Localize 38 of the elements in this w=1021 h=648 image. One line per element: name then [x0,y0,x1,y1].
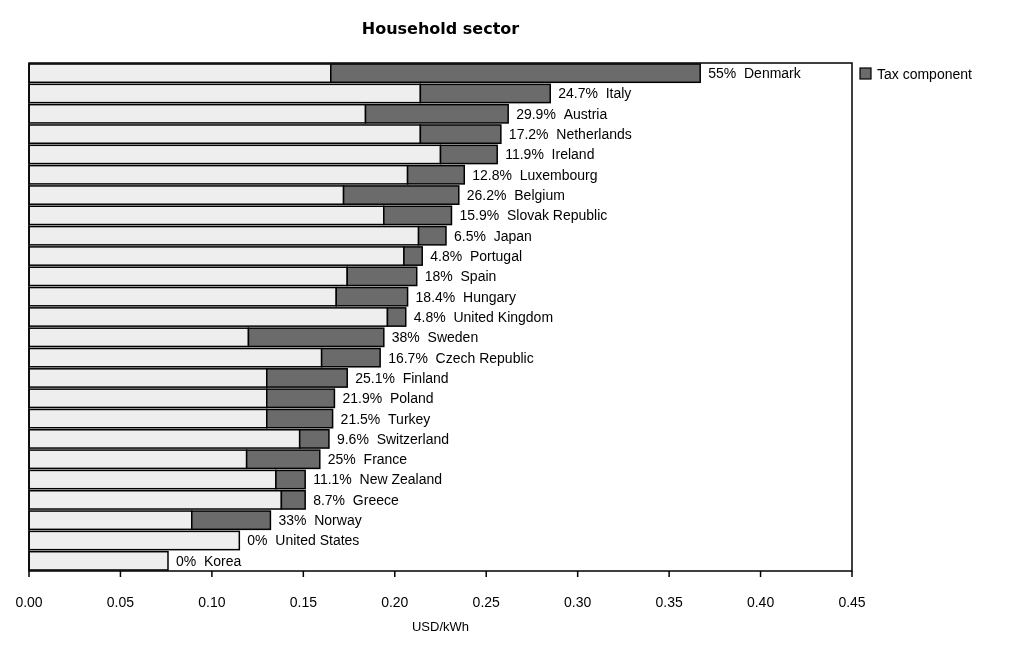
x-tick-label: 0.45 [838,594,866,610]
y-tick-label: 9.6% Switzerland [336,430,449,447]
y-tick-label: 24.7% Italy [558,85,632,102]
y-tick-label: 4.8% Portugal [430,247,523,264]
chart-title: Household sector [361,19,520,38]
y-tick-label: 16.7% Czech Republic [388,349,534,366]
x-tick-label: 0.10 [198,594,226,610]
y-tick-label: 18% Spain [424,268,497,285]
y-tick-label: 6.5% Japan [453,227,532,244]
y-tick-label: 0% United States [247,532,360,549]
y-tick-label: 55% Denmark [708,65,802,82]
y-tick-label: 25% France [327,451,408,468]
x-tick-label: 0.00 [15,594,43,610]
y-tick-label: 11.9% Ireland [505,146,595,163]
y-tick-label: 12.8% Luxembourg [472,166,598,183]
x-tick-label: 0.25 [472,594,501,610]
x-axis-title: USD/kWh [411,619,470,634]
y-tick-label: 0% Korea [176,552,242,569]
y-tick-label: 38% Sweden [391,329,479,346]
y-tick-label: 29.9% Austria [516,105,608,122]
y-tick-label: 21.9% Poland [342,390,434,407]
y-tick-label: 11.1% New Zealand [313,471,443,488]
y-tick-label: 33% Norway [278,512,362,529]
x-tick-label: 0.30 [564,594,592,610]
y-tick-label: 15.9% Slovak Republic [459,207,608,224]
x-tick-label: 0.05 [106,594,135,610]
x-tick-label: 0.40 [746,594,775,610]
y-tick-label: 21.5% Turkey [340,410,431,427]
y-tick-label: 18.4% Hungary [415,288,516,305]
y-tick-label: 26.2% Belgium [466,186,565,203]
y-tick-label: 17.2% Netherlands [508,126,632,143]
y-tick-label: 25.1% Finland [355,369,449,386]
x-tick-label: 0.20 [381,594,409,610]
x-tick-label: 0.35 [655,594,683,610]
x-tick-label: 0.15 [289,594,318,610]
legend-label: Tax component [877,65,973,82]
y-tick-label: 4.8% United Kingdom [413,308,554,325]
y-tick-label: 8.7% Greece [313,491,399,508]
